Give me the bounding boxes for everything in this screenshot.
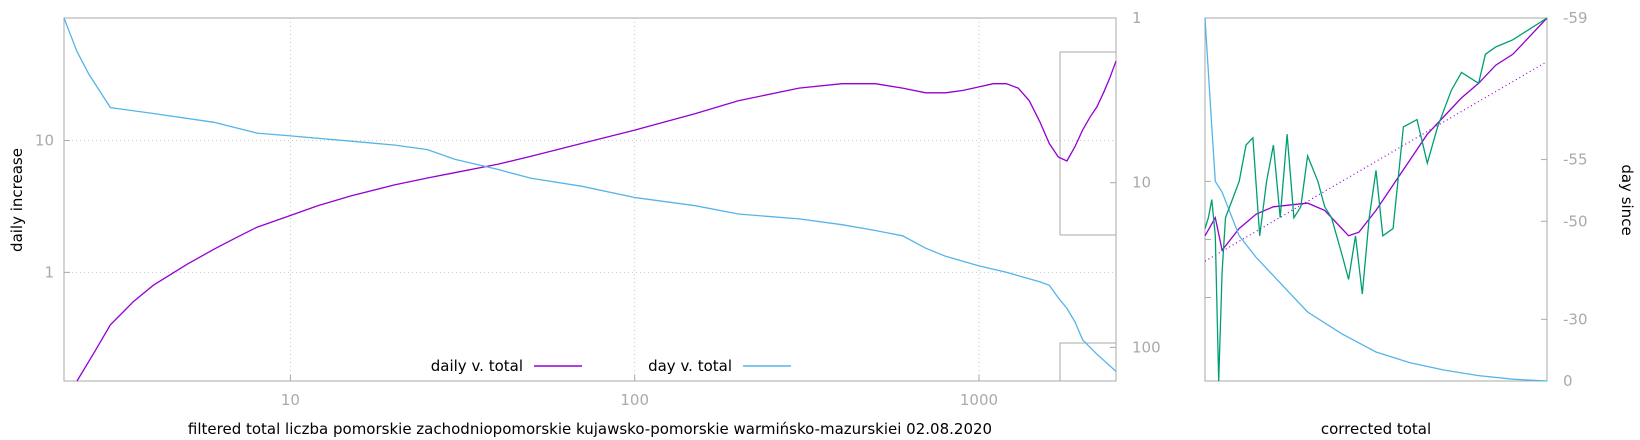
main-y2-tick-label: 100 [1132,338,1161,356]
main-y-tick-label: 10 [35,132,54,150]
main-y2-tick-label: 10 [1132,174,1151,192]
inset-series-day-v-total-line [1204,17,1548,382]
inset-series-daily-v-total-line [1204,17,1548,252]
inset-plot-frame [1204,17,1548,382]
zoom-box-upper [1059,51,1117,236]
legend-label-day: day v. total [648,357,732,375]
main-y-tick-label: 1 [44,263,54,281]
inset-ticks: -59 -55 -50 -30 0 [1205,9,1588,390]
main-x-tick-label: 100 [620,391,649,409]
inset-series-trend-line [1204,61,1548,262]
inset-series [1204,17,1548,382]
inset-y2-tick-label: -55 [1563,151,1588,169]
main-series [63,17,1117,382]
main-x-tick-label: 1000 [960,391,998,409]
inset-y-axis-label: day since [1618,164,1636,235]
main-x-tick-label: 10 [281,391,300,409]
main-y2-tick-label: 1 [1132,9,1142,27]
zoom-box [1059,51,1117,382]
inset-y2-tick-label: -30 [1563,310,1588,328]
inset-y2-tick-label: -50 [1563,212,1588,230]
inset-y2-tick-label: -59 [1563,9,1588,27]
main-x-axis-label: filtered total liczba pomorskie zachodni… [188,420,992,438]
inset-x-axis-label: corrected total [1321,420,1431,438]
legend: daily v. total day v. total [431,357,791,375]
main-series-daily-line [76,60,1117,382]
inset-y2-tick-label: 0 [1563,372,1573,390]
legend-label-daily: daily v. total [431,357,523,375]
main-plot-frame [63,17,1117,382]
main-ticks: 10 100 1000 1 10 1 10 100 [35,9,1161,409]
main-y-axis-label: daily increase [8,148,26,252]
main-grid [64,18,1116,381]
zoom-box-lower [1059,342,1117,382]
main-series-day-line [63,17,1117,372]
inset-series-raw-daily-line [1204,17,1548,382]
